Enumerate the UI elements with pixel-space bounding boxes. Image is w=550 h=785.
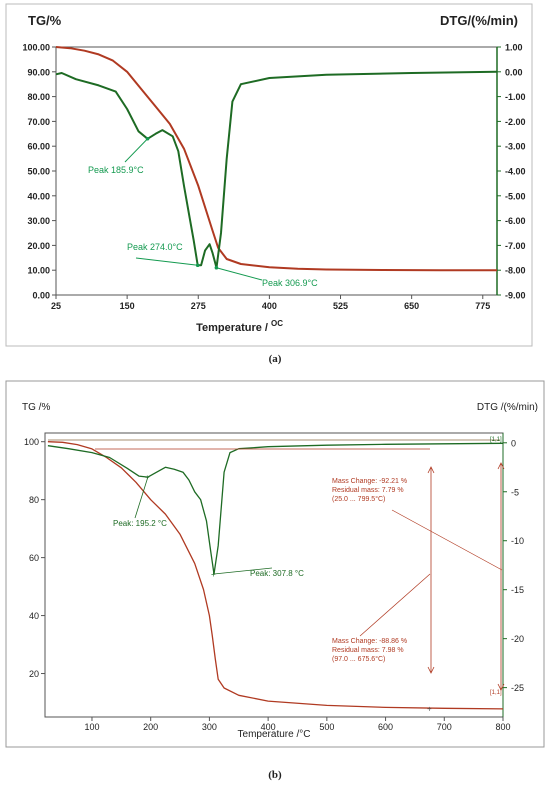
panel-a-caption: (a) <box>269 353 282 365</box>
panel-a-annotation-leader <box>135 257 198 266</box>
panel-a-x-tick-label: 525 <box>333 301 348 311</box>
panel-b-x-tick-label: 400 <box>261 722 276 732</box>
panel-b-y-right-tick-label: 0 <box>511 438 516 448</box>
panel-b-arrow-head <box>427 666 435 674</box>
panel-a-y-right-tick-label: 1.00 <box>505 43 523 53</box>
panel-b-y-right-tick-label: -15 <box>511 585 524 595</box>
panel-b-y-right-tick-label: -5 <box>511 487 519 497</box>
panel-a-x-tick-label: 400 <box>262 301 277 311</box>
panel-a-x-tick-label: 150 <box>120 301 135 311</box>
panel-b-peak-marker: + <box>211 570 216 579</box>
panel-b-box-connector <box>391 509 503 571</box>
panel-a-x-tick-label: 275 <box>191 301 206 311</box>
panel-b-frame <box>5 380 545 748</box>
panel-b-xlabel: Temperature /°C <box>238 729 311 740</box>
panel-b-tg-end-marker: + <box>427 704 432 713</box>
panel-a-peak-annotation: Peak 306.9°C <box>262 278 318 288</box>
panel-a-peak-annotation: Peak 185.9°C <box>88 165 144 175</box>
panel-a-y-right-tick-label: -9.00 <box>505 291 526 301</box>
panel-a-xlabel: Temperature / <box>196 322 268 334</box>
panel-a-y-left-tick-label: 100.00 <box>22 43 50 53</box>
panel-a-y-left-tick-label: 20.00 <box>27 241 50 251</box>
panel-b-mass-change-text: Residual mass: 7.79 % <box>332 487 404 494</box>
panel-b-annotation-leader <box>134 476 149 519</box>
panel-b-arrow-head <box>497 462 505 470</box>
panel-a-left-axis-label: TG/% <box>28 13 62 28</box>
panel-b-peak-annotation: Peak: 307.8 °C <box>250 569 304 578</box>
panel-a-frame <box>5 3 533 347</box>
panel-a-annotation-leader <box>124 138 148 163</box>
panel-b-y-left-tick-label: 40 <box>29 611 39 621</box>
panel-b-y-right-tick-label: -20 <box>511 634 524 644</box>
panel-b-x-tick-label: 300 <box>202 722 217 732</box>
panel-a-peak-marker <box>214 265 219 270</box>
panel-b-tg-end-label: [1,1] <box>490 690 502 696</box>
panel-a: TG/% DTG/(%/min) 25 150 275 400 525 650 775 0.… <box>5 3 533 347</box>
panel-b-peak-annotation: Peak: 195.2 °C <box>113 519 167 528</box>
panel-b-dtg-curve <box>47 442 504 575</box>
panel-b-caption: (b) <box>268 769 282 781</box>
panel-a-y-right-tick-label: -6.00 <box>505 216 526 226</box>
panel-a-y-right-tick-label: -3.00 <box>505 142 526 152</box>
panel-b-y-left-tick-label: 80 <box>29 495 39 505</box>
panel-a-y-right-tick-label: -4.00 <box>505 167 526 177</box>
panel-b-x-tick-label: 700 <box>437 722 452 732</box>
panel-b-dtg-end-label: [1,1] <box>490 437 502 443</box>
panel-a-peak-marker <box>195 263 200 268</box>
panel-b-box-connector <box>359 573 431 637</box>
panel-b-mass-change-text: (25.0 ... 799.5°C) <box>332 495 385 503</box>
panel-b-left-axis-label: TG /% <box>22 402 50 413</box>
panel-a-x-tick-label: 650 <box>404 301 419 311</box>
panel-a-peak-annotation: Peak 274.0°C <box>127 242 183 252</box>
panel-a-x-tick-label: 25 <box>51 301 61 311</box>
panel-a-xlabel-unit: OC <box>271 319 283 328</box>
panel-a-y-left-tick-label: 90.00 <box>27 67 50 77</box>
panel-b-arrow-head <box>427 466 435 474</box>
panel-a-y-left-tick-label: 50.00 <box>27 167 50 177</box>
panel-b-x-tick-label: 100 <box>84 722 99 732</box>
panel-b: TG /% DTG /(%/min) 100 200 300 400 500 600 700… <box>5 380 545 748</box>
panel-a-x-tick-label: 775 <box>475 301 490 311</box>
panel-b-x-tick-label: 500 <box>319 722 334 732</box>
panel-b-y-left-tick-label: 100 <box>24 437 39 447</box>
panel-a-y-left-tick-label: 40.00 <box>27 191 50 201</box>
panel-a-dtg-curve <box>55 70 498 269</box>
panel-a-y-right-tick-label: -1.00 <box>505 92 526 102</box>
panel-a-y-right-tick-label: -7.00 <box>505 241 526 251</box>
panel-b-x-tick-label: 800 <box>495 722 510 732</box>
panel-b-peak-marker: + <box>145 473 150 482</box>
panel-a-y-left-tick-label: 70.00 <box>27 117 50 127</box>
panel-b-y-left-tick-label: 20 <box>29 669 39 679</box>
panel-a-right-axis-label: DTG/(%/min) <box>440 13 518 28</box>
panel-a-y-right-tick-label: -2.00 <box>505 117 526 127</box>
panel-b-mass-change-text: (97.0 ... 675.6°C) <box>332 655 385 663</box>
panel-b-x-tick-label: 200 <box>143 722 158 732</box>
panel-a-tg-curve <box>55 46 497 272</box>
panel-a-y-right-tick-label: -8.00 <box>505 266 526 276</box>
panel-b-arrow-head <box>497 683 505 691</box>
panel-b-annotation-leader <box>213 567 273 575</box>
panel-a-y-right-tick-label: -5.00 <box>505 191 526 201</box>
panel-a-y-left-tick-label: 80.00 <box>27 92 50 102</box>
panel-a-y-left-tick-label: 30.00 <box>27 216 50 226</box>
panel-b-y-left-tick-label: 60 <box>29 553 39 563</box>
panel-a-y-left-tick-label: 0.00 <box>32 291 50 301</box>
panel-a-y-left-tick-label: 60.00 <box>27 142 50 152</box>
panel-b-x-tick-label: 600 <box>378 722 393 732</box>
panel-a-annotation-leader <box>216 267 263 281</box>
panel-b-y-right-tick-label: -25 <box>511 683 524 693</box>
panel-b-mass-change-text: Mass Change: -92.21 % <box>332 478 407 485</box>
panel-a-y-left-tick-label: 10.00 <box>27 266 50 276</box>
panel-b-right-axis-label: DTG /(%/min) <box>477 402 538 413</box>
panel-b-mass-change-text: Residual mass: 7.98 % <box>332 647 404 654</box>
panel-b-mass-change-text: Mass Change: -88.86 % <box>332 638 407 645</box>
panel-a-peak-marker <box>145 136 150 141</box>
panel-b-y-right-tick-label: -10 <box>511 536 524 546</box>
panel-a-y-right-tick-label: 0.00 <box>505 67 523 77</box>
